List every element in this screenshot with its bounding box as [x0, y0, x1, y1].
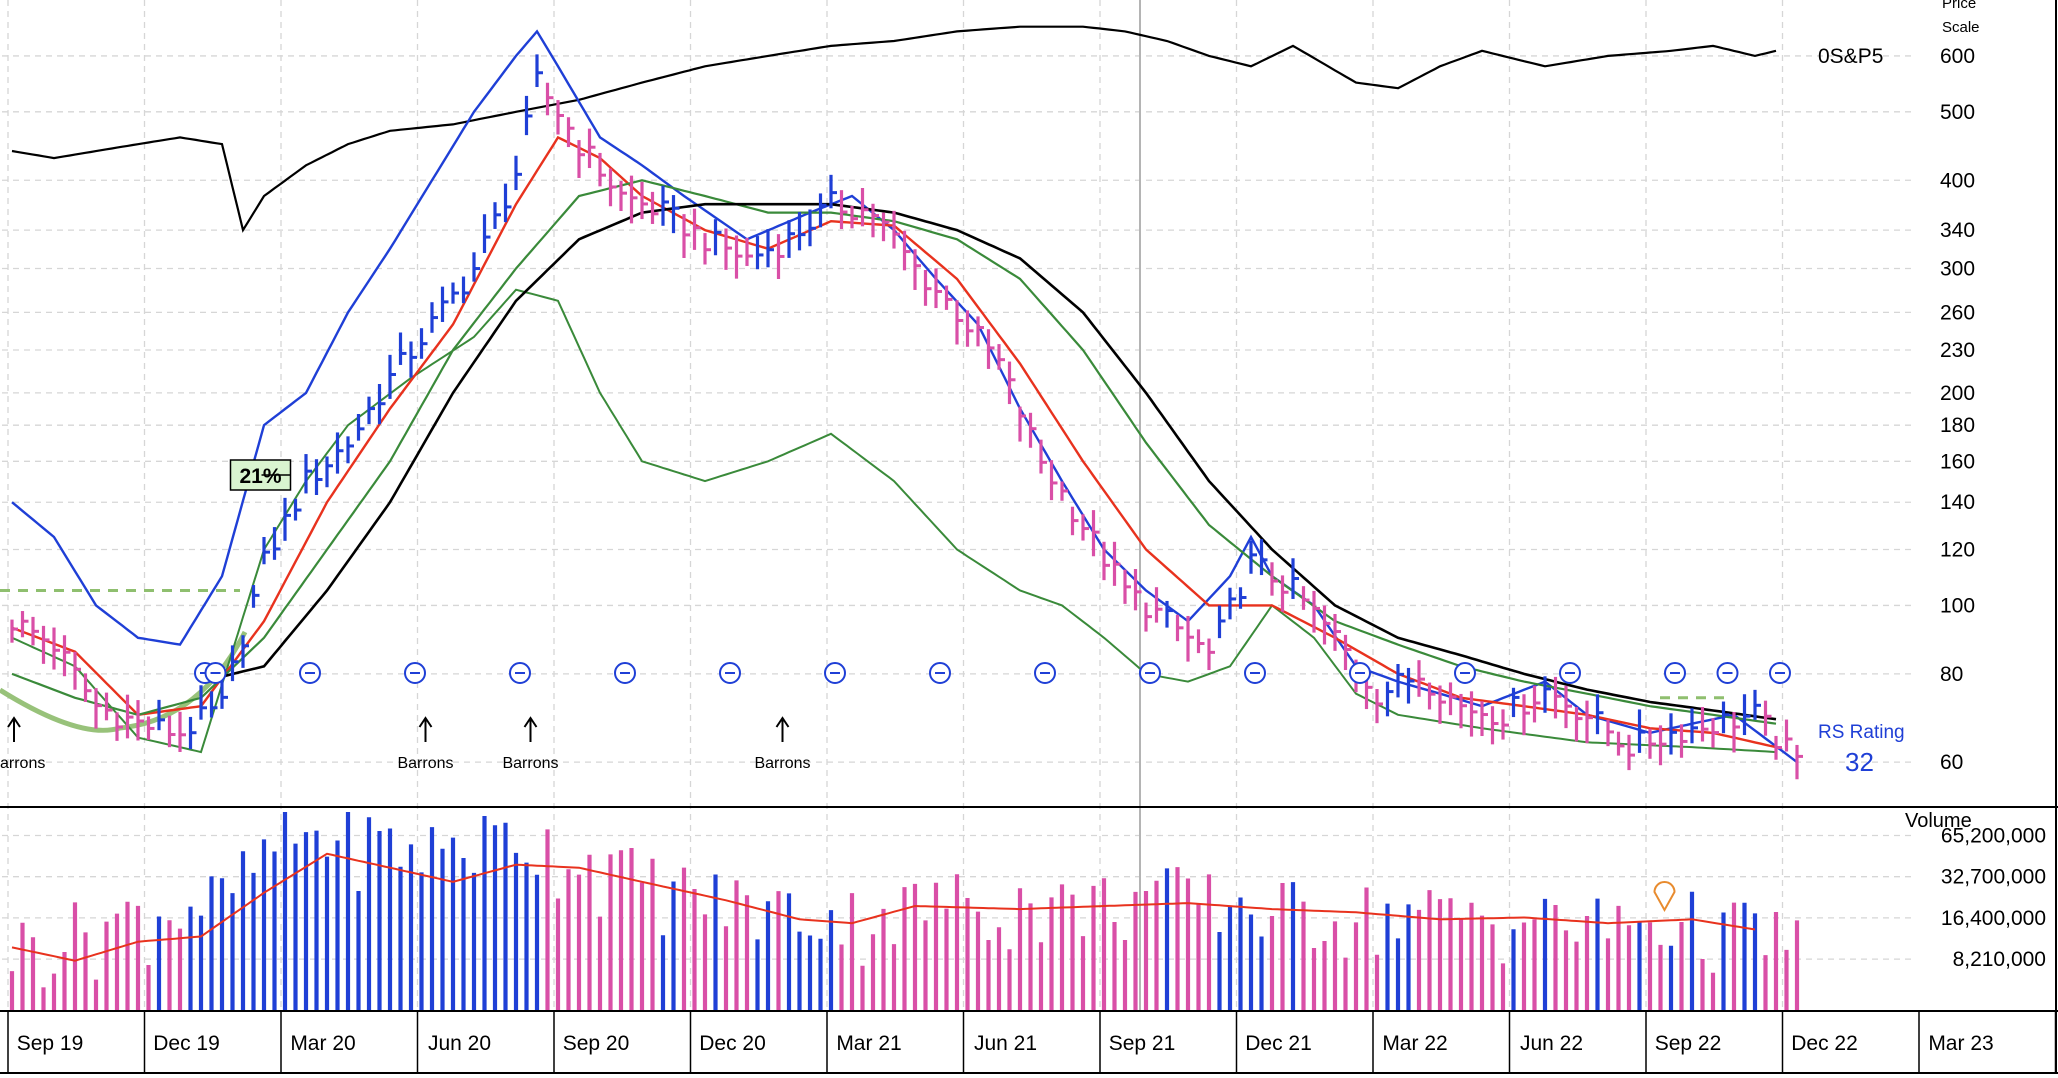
breakout-percent-label: 21%	[239, 465, 281, 488]
barrons-marker: Barrons	[502, 716, 559, 772]
ma-40-week-line	[200, 202, 1777, 721]
rs-line	[11, 29, 1798, 764]
price-tick-label: 230	[1940, 339, 1975, 362]
annotations: 21% arrons Barrons Barrons Barrons	[0, 459, 1676, 913]
sp500-line	[11, 25, 1777, 233]
volume-tick-label: 8,210,000	[1953, 948, 2046, 971]
volume-tick-label: 65,200,000	[1941, 825, 2046, 848]
date-tick-label: Sep 22	[1655, 1032, 1722, 1055]
volume-title: Volume	[1905, 810, 1972, 832]
volume-bars	[9, 812, 1800, 1010]
price-tick-label: 100	[1940, 594, 1975, 617]
earnings-marker	[1349, 662, 1371, 684]
price-scale-label: Price	[1942, 0, 1976, 12]
price-tick-label: 400	[1940, 169, 1975, 192]
date-tick-label: Dec 19	[153, 1032, 220, 1055]
earnings-marker	[509, 662, 531, 684]
date-tick-label: Jun 21	[974, 1032, 1037, 1055]
earnings-marker	[1664, 662, 1686, 684]
earnings-marker	[1454, 662, 1476, 684]
price-tick-label: 120	[1940, 539, 1975, 562]
barrons-label: Barrons	[502, 755, 558, 772]
price-tick-label: 300	[1940, 258, 1975, 281]
earnings-marker	[614, 662, 636, 684]
volume-event-marker	[1653, 881, 1676, 913]
earnings-marker	[299, 662, 321, 684]
price-tick-label: 500	[1940, 101, 1975, 124]
date-tick-label: Dec 21	[1245, 1032, 1312, 1055]
price-tick-label: 260	[1940, 301, 1975, 324]
relative-strength-line	[11, 29, 1798, 764]
earnings-marker	[204, 662, 227, 684]
date-tick-label: Sep 21	[1109, 1032, 1176, 1055]
date-tick-label: Mar 23	[1928, 1032, 1993, 1055]
earnings-marker	[824, 662, 846, 684]
date-tick-label: Jun 20	[428, 1032, 491, 1055]
barrons-marker: Barrons	[754, 716, 811, 772]
earnings-marker	[719, 662, 741, 684]
barrons-marker: arrons	[0, 716, 45, 772]
price-tick-label: 600	[1940, 45, 1975, 68]
date-tick-label: Mar 21	[836, 1032, 901, 1055]
earnings-marker	[1716, 662, 1739, 684]
earnings-markers	[194, 662, 1791, 684]
barrons-label: Barrons	[754, 755, 810, 772]
price-tick-label: 160	[1940, 450, 1975, 473]
earnings-marker	[1559, 662, 1581, 684]
barrons-marker: Barrons	[397, 716, 454, 772]
volume-tick-label: 16,400,000	[1941, 907, 2046, 930]
barrons-label: arrons	[0, 755, 45, 772]
sp500-label: 0S&P5	[1818, 45, 1883, 68]
date-tick-label: Dec 22	[1791, 1032, 1858, 1055]
chart-grid	[2, 0, 1912, 1010]
barrons-label: Barrons	[397, 755, 453, 772]
price-tick-label: 140	[1940, 491, 1975, 514]
ma-30-week-line	[11, 179, 1777, 725]
earnings-marker	[1139, 662, 1161, 684]
date-tick-label: Jun 22	[1520, 1032, 1583, 1055]
date-tick-label: Sep 19	[17, 1032, 84, 1055]
rs-rating-value: 32	[1845, 747, 1874, 777]
volume-ma-line	[11, 852, 1756, 962]
price-bars	[10, 54, 1803, 780]
earnings-marker	[1034, 662, 1056, 684]
price-tick-label: 200	[1940, 382, 1975, 405]
volume-moving-average	[11, 852, 1756, 962]
date-tick-label: Dec 20	[699, 1032, 766, 1055]
rs-moving-average-line	[11, 288, 1777, 754]
date-tick-label: Sep 20	[563, 1032, 630, 1055]
volume-tick-label: 32,700,000	[1941, 866, 2046, 889]
earnings-marker	[1769, 662, 1791, 684]
date-tick-label: Mar 22	[1382, 1032, 1447, 1055]
rs-rating-label: RS Rating	[1818, 722, 1905, 743]
sp500-index-line	[11, 25, 1777, 233]
price-tick-label: 80	[1940, 663, 1963, 686]
price-tick-label: 60	[1940, 751, 1963, 774]
price-tick-label: 180	[1940, 414, 1975, 437]
price-scale-label-2: Scale	[1942, 19, 1980, 36]
earnings-marker	[404, 662, 426, 684]
price-tick-label: 340	[1940, 219, 1975, 242]
earnings-marker	[929, 662, 951, 684]
earnings-marker	[1244, 662, 1266, 684]
date-tick-label: Mar 20	[290, 1032, 355, 1055]
